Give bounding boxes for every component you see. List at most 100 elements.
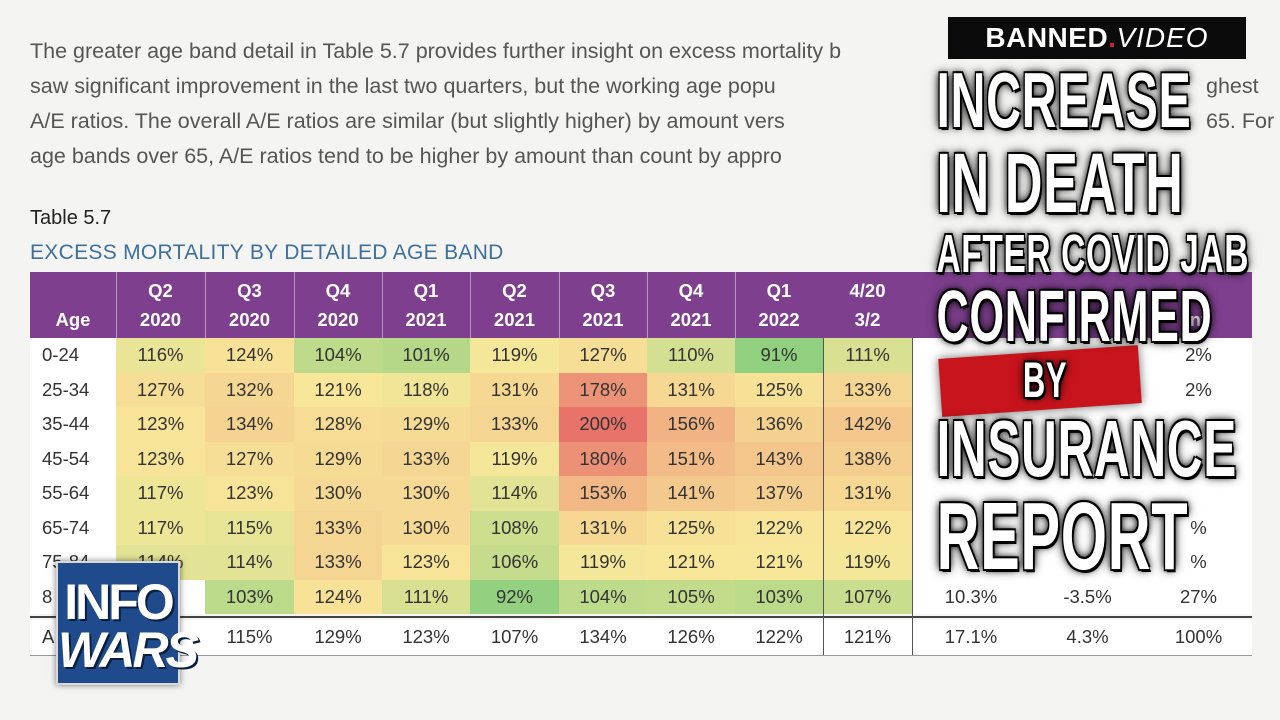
logo-line-1: INFO: [64, 574, 174, 630]
header-fragment: nt: [1145, 272, 1252, 338]
header-age-label: Age: [55, 309, 91, 330]
banned-dot: .: [1108, 22, 1117, 53]
value-cell: 123%: [116, 441, 205, 476]
header-fragment-text: nt: [1189, 309, 1208, 330]
value-cell: 101%: [382, 338, 470, 373]
paragraph-fragment: 65. For: [1206, 109, 1275, 133]
header-quarter-year: 2020: [139, 309, 182, 330]
extra-cell: 17.1%: [912, 620, 1030, 655]
header-quarter: Q1 2022: [735, 272, 823, 338]
value-cell: 125%: [735, 372, 823, 407]
value-cell: 119%: [559, 545, 647, 580]
period-cell: 119%: [823, 545, 912, 580]
value-cell: 143%: [735, 441, 823, 476]
value-cell: 104%: [559, 579, 647, 614]
value-cell: 116%: [116, 338, 205, 373]
logo-line-2: WARS: [58, 622, 199, 678]
value-cell: 121%: [647, 545, 735, 580]
extra-cell: [1030, 338, 1145, 373]
value-cell: 111%: [382, 579, 470, 614]
value-cell: 103%: [735, 579, 823, 614]
paragraph-line: The greater age band detail in Table 5.7…: [30, 39, 842, 63]
header-separator: [382, 272, 383, 338]
table-row: 35-44 123% 134% 128% 129% 133% 200% 156% 136% 142…: [30, 407, 1252, 442]
table-row: 45-54 123% 127% 129% 133% 119% 180% 151% 143% 138…: [30, 441, 1252, 476]
extra-cell: 100%: [1145, 620, 1252, 655]
age-cell: 35-44: [30, 407, 116, 442]
extra-cell: [1030, 510, 1145, 545]
extra-cell: 4.3%: [1030, 620, 1145, 655]
header-quarter-label: Q2: [502, 280, 527, 301]
period-cell: 133%: [823, 372, 912, 407]
extra-cell: [912, 407, 1030, 442]
header-quarter-label: Q1: [413, 280, 439, 301]
table-bottom-border: [30, 654, 1252, 656]
age-cell: 25-34: [30, 372, 116, 407]
value-cell: 123%: [382, 545, 470, 580]
extra-cell: [912, 372, 1030, 407]
header-period: 4/20 3/2: [823, 272, 912, 338]
table-row: 8 103% 124% 111% 92% 104% 105% 103% 107% 10.3% -3.…: [30, 579, 1252, 614]
value-cell: 115%: [205, 510, 294, 545]
period-cell: 142%: [823, 407, 912, 442]
header-quarter: Q4 2021: [647, 272, 735, 338]
banned-word: BANNED: [985, 22, 1109, 53]
value-cell: 107%: [470, 620, 559, 655]
header-age: Age: [30, 272, 116, 338]
value-cell: 130%: [382, 510, 470, 545]
value-cell: 127%: [116, 372, 205, 407]
extra-cell: [1030, 441, 1145, 476]
header-quarter-label: Q4: [325, 280, 351, 301]
header-quarter: Q2 2021: [470, 272, 559, 338]
value-cell: 127%: [559, 338, 647, 373]
value-cell: 133%: [470, 407, 559, 442]
header-separator: [559, 272, 560, 338]
age-cell: 55-64: [30, 476, 116, 511]
extra-cell: [912, 545, 1030, 580]
extra-cell: [1145, 407, 1252, 442]
extra-cell: -3.5%: [1030, 579, 1145, 614]
value-cell: 121%: [735, 545, 823, 580]
header-quarter-year: 2020: [317, 309, 359, 330]
value-cell: 92%: [470, 579, 559, 614]
document-paragraph: The greater age band detail in Table 5.7…: [30, 34, 1270, 174]
period-cell: 122%: [823, 510, 912, 545]
value-cell: 127%: [205, 441, 294, 476]
extra-cell: 27%: [1145, 579, 1252, 614]
extra-cell: %: [1145, 510, 1252, 545]
period-cell: 131%: [823, 476, 912, 511]
value-cell: 131%: [559, 510, 647, 545]
extra-cell: 10.3%: [912, 579, 1030, 614]
header-separator: [116, 272, 117, 338]
value-cell: 129%: [382, 407, 470, 442]
value-cell: 126%: [647, 620, 735, 655]
value-cell: 117%: [116, 510, 205, 545]
value-cell: 131%: [647, 372, 735, 407]
value-cell: 123%: [382, 620, 470, 655]
value-cell: 137%: [735, 476, 823, 511]
period-cell: 138%: [823, 441, 912, 476]
value-cell: 130%: [294, 476, 382, 511]
column-separator: [823, 338, 824, 655]
table-caption: Table 5.7: [30, 207, 112, 229]
value-cell: 91%: [735, 338, 823, 373]
column-separator: [912, 338, 913, 655]
value-cell: 153%: [559, 476, 647, 511]
value-cell: 133%: [294, 510, 382, 545]
value-cell: 118%: [382, 372, 470, 407]
header-separator: [647, 272, 648, 338]
paragraph-line: age bands over 65, A/E ratios tend to be…: [30, 144, 782, 168]
value-cell: 125%: [647, 510, 735, 545]
value-cell: 129%: [294, 441, 382, 476]
value-cell: 134%: [559, 620, 647, 655]
value-cell: 110%: [647, 338, 735, 373]
value-cell: 178%: [559, 372, 647, 407]
header-quarter-label: Q2: [148, 280, 173, 301]
extra-cell: 2%: [1145, 338, 1252, 373]
banned-video-badge: BANNED.VIDEO: [948, 17, 1246, 59]
value-cell: 122%: [735, 510, 823, 545]
value-cell: 124%: [205, 338, 294, 373]
value-cell: 103%: [205, 579, 294, 614]
header-quarter: Q3 2020: [205, 272, 294, 338]
